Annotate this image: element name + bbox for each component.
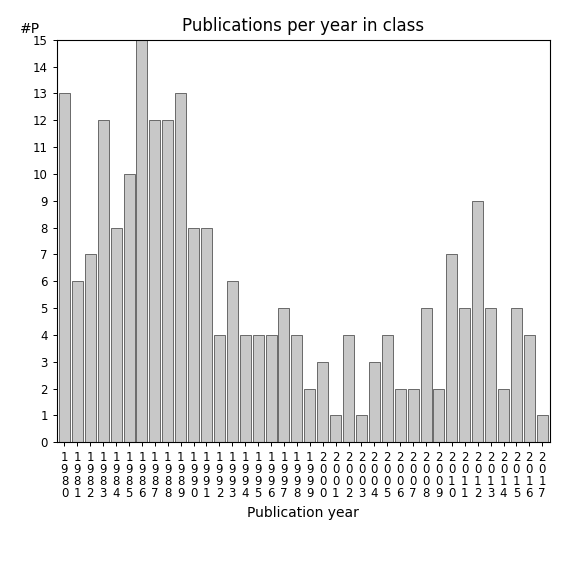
Bar [137, 40, 147, 442]
Bar [485, 308, 496, 442]
X-axis label: Publication year: Publication year [247, 506, 359, 520]
Bar [175, 94, 186, 442]
Bar [343, 335, 354, 442]
Bar [537, 416, 548, 442]
Title: Publications per year in class: Publications per year in class [182, 18, 425, 35]
Bar [253, 335, 264, 442]
Bar [162, 120, 174, 442]
Bar [395, 388, 405, 442]
Bar [98, 120, 109, 442]
Bar [265, 335, 277, 442]
Bar [421, 308, 431, 442]
Bar [214, 335, 225, 442]
Bar [227, 281, 238, 442]
Bar [433, 388, 445, 442]
Bar [459, 308, 470, 442]
Bar [524, 335, 535, 442]
Y-axis label: #P: #P [19, 22, 40, 36]
Bar [201, 227, 212, 442]
Bar [472, 201, 483, 442]
Bar [124, 174, 134, 442]
Bar [304, 388, 315, 442]
Bar [291, 335, 302, 442]
Bar [59, 94, 70, 442]
Bar [511, 308, 522, 442]
Bar [149, 120, 160, 442]
Bar [72, 281, 83, 442]
Bar [240, 335, 251, 442]
Bar [330, 416, 341, 442]
Bar [408, 388, 418, 442]
Bar [498, 388, 509, 442]
Bar [278, 308, 290, 442]
Bar [85, 255, 96, 442]
Bar [369, 362, 380, 442]
Bar [382, 335, 393, 442]
Bar [446, 255, 458, 442]
Bar [188, 227, 199, 442]
Bar [111, 227, 121, 442]
Bar [356, 416, 367, 442]
Bar [317, 362, 328, 442]
